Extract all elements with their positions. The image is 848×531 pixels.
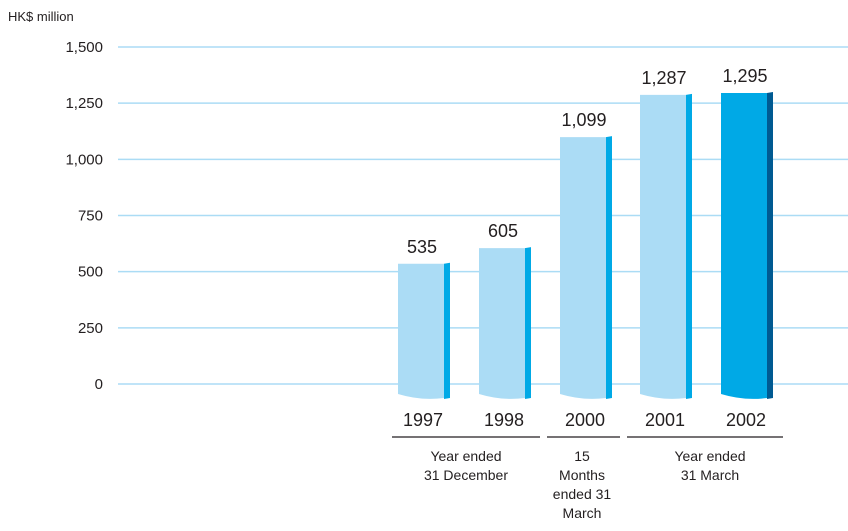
y-axis-unit-label: HK$ million <box>8 9 74 24</box>
group-label: Months <box>559 467 605 483</box>
y-tick-label: 750 <box>78 208 103 225</box>
group-label: ended 31 <box>553 486 612 502</box>
group-label: 15 <box>574 448 590 464</box>
group-label: Year ended <box>674 448 745 464</box>
y-tick-label: 500 <box>78 264 103 281</box>
bar <box>398 263 444 399</box>
bar <box>479 248 525 399</box>
bar-side <box>444 262 450 399</box>
bar-side <box>686 93 692 399</box>
group-label: March <box>563 505 602 521</box>
y-tick-label: 0 <box>95 376 103 393</box>
bar-side <box>525 247 531 399</box>
bar-side <box>606 136 612 399</box>
group-label: Year ended <box>430 448 501 464</box>
bar-value-label: 1,295 <box>722 66 767 86</box>
bar <box>560 137 606 399</box>
x-category-label: 2000 <box>565 410 605 430</box>
x-category-label: 1998 <box>484 410 524 430</box>
bar-value-label: 605 <box>488 221 518 241</box>
bar-value-label: 1,099 <box>561 110 606 130</box>
x-category-label: 1997 <box>403 410 443 430</box>
group-label: 31 December <box>424 467 508 483</box>
y-tick-label: 1,000 <box>65 151 103 168</box>
y-tick-label: 250 <box>78 320 103 337</box>
x-category-label: 2002 <box>726 410 766 430</box>
x-category-label: 2001 <box>645 410 685 430</box>
bar <box>640 94 686 399</box>
bar-value-label: 1,287 <box>641 68 686 88</box>
bar-value-label: 535 <box>407 237 437 257</box>
y-tick-label: 1,250 <box>65 95 103 112</box>
bar-side <box>767 92 773 399</box>
bar <box>721 93 767 399</box>
y-tick-label: 1,500 <box>65 39 103 56</box>
group-label: 31 March <box>681 467 739 483</box>
